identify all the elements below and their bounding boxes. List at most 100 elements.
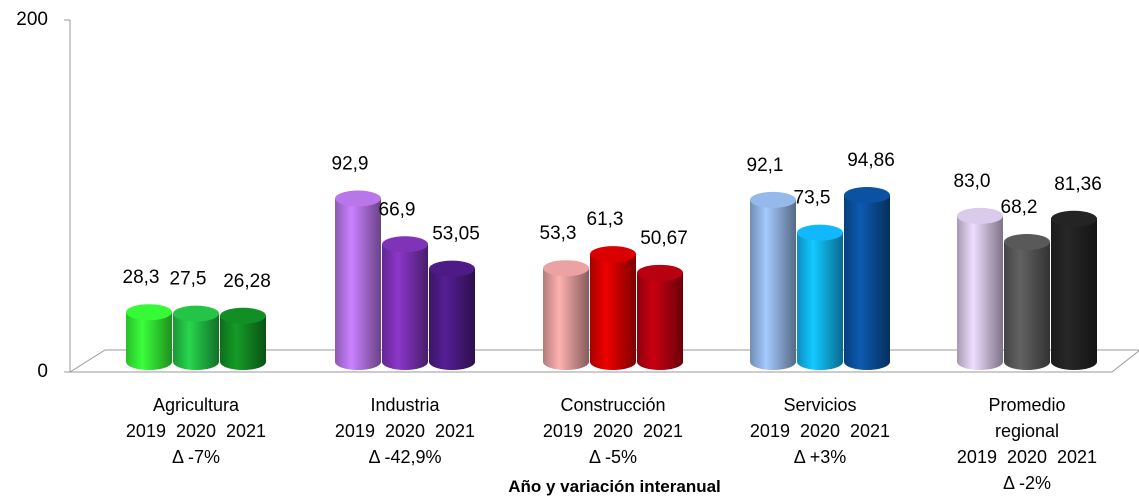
- category-label-group: Industria 2019 2020 2021 Δ -42,9%: [305, 392, 505, 470]
- bar: [844, 187, 890, 370]
- bar-body: [382, 244, 428, 370]
- bar-top: [382, 236, 428, 253]
- bar-body: [335, 198, 381, 370]
- bar: [382, 236, 428, 370]
- bar: [335, 190, 381, 370]
- data-label: 81,36: [1054, 174, 1102, 195]
- bar: [173, 305, 219, 370]
- bar: [750, 191, 796, 370]
- data-label: 50,67: [640, 228, 688, 249]
- delta-label: Δ -7%: [171, 447, 221, 467]
- bar-top: [1051, 210, 1097, 227]
- data-label: 26,28: [223, 271, 271, 292]
- data-label: 27,5: [170, 269, 207, 290]
- category-label-group: Promedio regional 2019 2020 2021 Δ -2%: [927, 392, 1127, 496]
- bar-body: [637, 272, 683, 370]
- data-label: 83,0: [954, 171, 991, 192]
- data-label: 92,1: [747, 155, 784, 176]
- y-tick-label: 200: [16, 9, 48, 30]
- bar-body: [797, 232, 843, 370]
- bar-body: [1051, 218, 1097, 370]
- bar-top: [637, 264, 683, 281]
- bar-body: [750, 199, 796, 370]
- bar-top: [335, 190, 381, 207]
- delta-label: Δ -2%: [1002, 473, 1052, 493]
- bar-top: [173, 305, 219, 322]
- bar-body: [1004, 241, 1050, 370]
- category-label: Agricultura: [152, 395, 240, 415]
- bar: [1051, 210, 1097, 370]
- bar: [637, 264, 683, 370]
- bar: [543, 260, 589, 370]
- series-label: 2019: [956, 447, 997, 467]
- category-label: Industria: [370, 395, 440, 415]
- category-label: Promedio regional: [988, 395, 1066, 441]
- bar: [957, 207, 1003, 370]
- category-label-group: Agricultura 2019 2020 2021 Δ -7%: [96, 392, 296, 470]
- series-label: 2019: [334, 421, 375, 441]
- bar: [429, 260, 475, 370]
- delta-label: Δ -42,9%: [368, 447, 442, 467]
- bar-top: [590, 246, 636, 263]
- delta-label: Δ +3%: [793, 447, 847, 467]
- bar: [590, 246, 636, 370]
- bar-body: [543, 268, 589, 370]
- bar-top: [844, 187, 890, 204]
- category-label: Servicios: [783, 395, 857, 415]
- bar-body: [126, 312, 172, 370]
- delta-label: Δ -5%: [588, 447, 638, 467]
- bar: [1004, 233, 1050, 370]
- data-label: 92,9: [332, 154, 369, 175]
- bar-top: [220, 307, 266, 324]
- data-label: 28,3: [123, 267, 160, 288]
- series-label: 2020: [799, 421, 841, 441]
- data-label: 73,5: [794, 188, 831, 209]
- bar-body: [590, 254, 636, 370]
- bar: [220, 307, 266, 370]
- bar-top: [797, 224, 843, 241]
- bar-body: [957, 215, 1003, 370]
- series-label: 2020: [175, 421, 217, 441]
- bar: [126, 304, 172, 370]
- series-label: 2020: [1006, 447, 1048, 467]
- bar-body: [429, 268, 475, 370]
- bar-top: [543, 260, 589, 277]
- category-label-group: Construcción 2019 2020 2021 Δ -5%: [513, 392, 713, 470]
- series-label: 2021: [643, 421, 684, 441]
- series-label: 2019: [542, 421, 583, 441]
- data-label: 66,9: [379, 199, 416, 220]
- series-labels: 2019 2020 2021: [513, 418, 713, 444]
- y-tick-label: 0: [37, 361, 48, 382]
- category-label-group: Servicios 2019 2020 2021 Δ +3%: [720, 392, 920, 470]
- series-label: 2019: [749, 421, 790, 441]
- series-labels: 2019 2020 2021: [305, 418, 505, 444]
- bar-body: [844, 195, 890, 370]
- bar-top: [750, 191, 796, 208]
- series-label: 2020: [592, 421, 634, 441]
- data-label: 53,05: [432, 224, 480, 245]
- bar-top: [429, 260, 475, 277]
- bar-top: [126, 304, 172, 321]
- bar-body: [173, 313, 219, 370]
- series-labels: 2019 2020 2021: [96, 418, 296, 444]
- data-label: 68,2: [1001, 197, 1038, 218]
- series-label: 2021: [435, 421, 476, 441]
- bar-body: [220, 315, 266, 370]
- series-label: 2021: [850, 421, 891, 441]
- bar-top: [957, 207, 1003, 224]
- series-label: 2021: [226, 421, 267, 441]
- data-label: 94,86: [847, 150, 895, 171]
- series-label: 2021: [1057, 447, 1098, 467]
- series-label: 2020: [384, 421, 426, 441]
- series-labels: 2019 2020 2021: [927, 444, 1127, 470]
- series-labels: 2019 2020 2021: [720, 418, 920, 444]
- series-label: 2019: [125, 421, 166, 441]
- bar-top: [1004, 233, 1050, 250]
- data-label: 53,3: [540, 223, 577, 244]
- category-label: Construcción: [560, 395, 666, 415]
- x-axis-label: Año y variación interanual: [508, 477, 721, 496]
- data-label: 61,3: [587, 209, 624, 230]
- bar: [797, 224, 843, 370]
